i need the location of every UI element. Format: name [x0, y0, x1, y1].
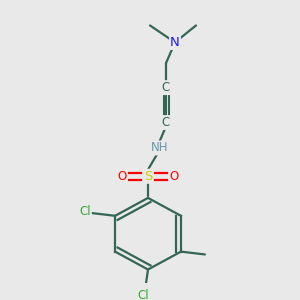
Text: C: C: [162, 81, 170, 94]
Text: O: O: [169, 170, 178, 183]
Text: NH: NH: [151, 142, 169, 154]
Text: S: S: [144, 170, 152, 183]
Text: Cl: Cl: [137, 290, 149, 300]
Text: N: N: [170, 36, 180, 49]
Text: C: C: [162, 116, 170, 129]
Text: Cl: Cl: [79, 205, 91, 218]
Text: O: O: [117, 170, 127, 183]
